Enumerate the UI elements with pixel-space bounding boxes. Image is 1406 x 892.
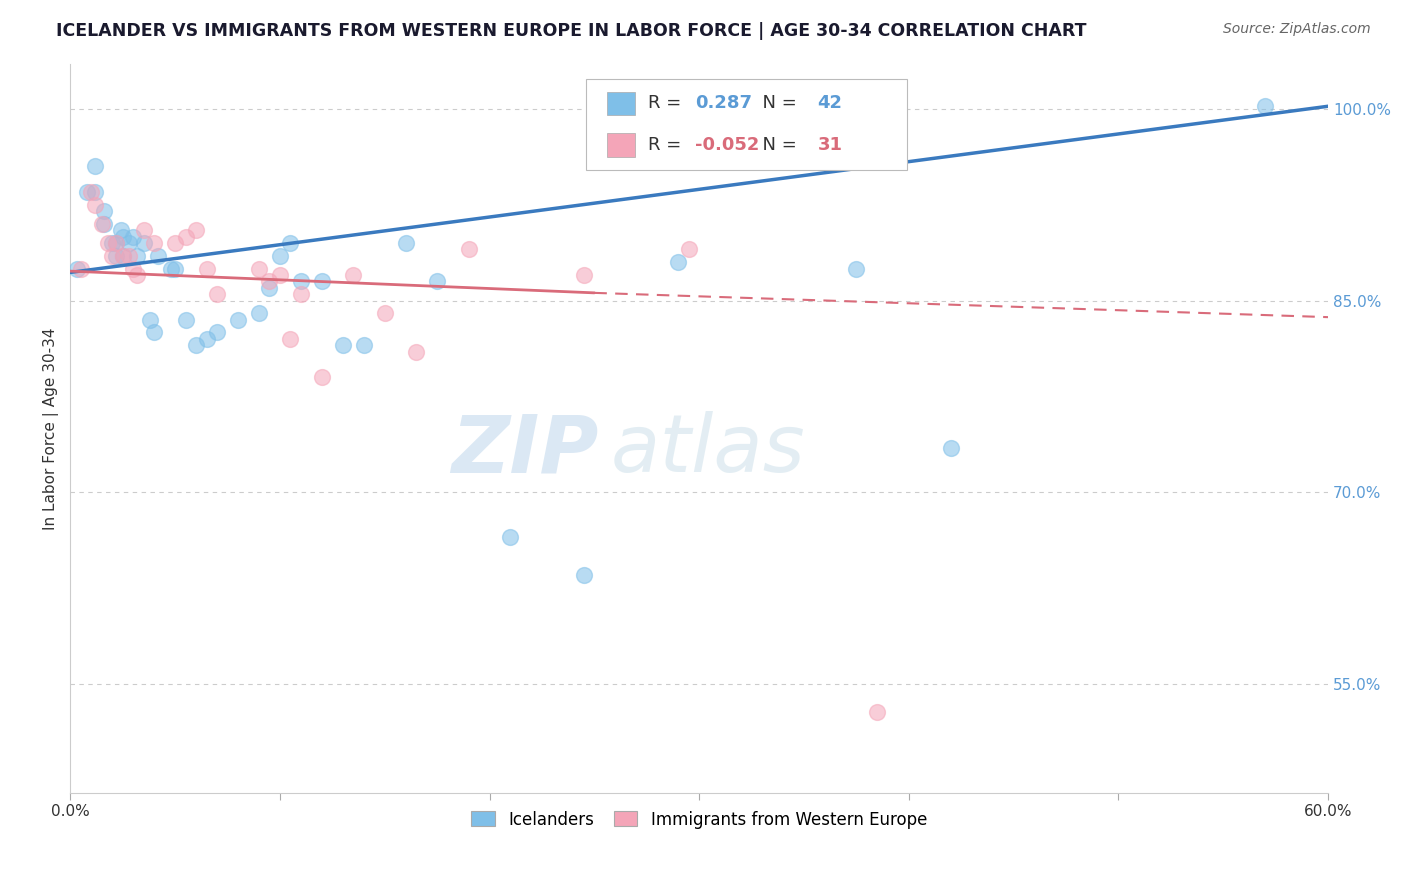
Point (426, 274, 449, 288)
FancyBboxPatch shape (607, 92, 636, 115)
Point (678, 243, 700, 257)
Point (174, 229, 197, 244)
Point (174, 312, 197, 326)
Point (69, 261, 91, 276)
Point (93, 204, 115, 219)
Point (84, 197, 107, 211)
Point (105, 235, 128, 250)
Point (666, 255, 689, 269)
Point (311, 274, 333, 288)
Point (845, 261, 868, 276)
Point (247, 261, 270, 276)
Point (143, 235, 166, 250)
Point (572, 268, 595, 282)
Point (90, 217, 112, 231)
Point (110, 223, 132, 237)
Point (139, 312, 162, 326)
Point (195, 261, 218, 276)
Point (111, 249, 134, 263)
Text: ICELANDER VS IMMIGRANTS FROM WESTERN EUROPE IN LABOR FORCE | AGE 30-34 CORRELATI: ICELANDER VS IMMIGRANTS FROM WESTERN EUR… (56, 22, 1087, 40)
Point (101, 249, 124, 263)
Point (405, 344, 427, 359)
Point (111, 249, 134, 263)
Point (148, 249, 170, 263)
Point (247, 306, 270, 320)
Point (97, 235, 120, 250)
Text: 42: 42 (817, 95, 842, 112)
Point (118, 249, 141, 263)
Point (76, 185, 98, 199)
Point (84, 185, 107, 199)
Point (269, 249, 291, 263)
Point (939, 441, 962, 455)
Point (132, 235, 155, 250)
Text: R =: R = (648, 136, 681, 154)
Point (280, 332, 302, 346)
Legend: Icelanders, Immigrants from Western Europe: Icelanders, Immigrants from Western Euro… (465, 804, 934, 835)
Text: N =: N = (751, 95, 797, 112)
Text: Source: ZipAtlas.com: Source: ZipAtlas.com (1223, 22, 1371, 37)
Point (374, 306, 396, 320)
Point (143, 326, 166, 340)
Point (332, 338, 354, 352)
FancyBboxPatch shape (607, 134, 636, 157)
Point (1254, 99, 1277, 113)
Point (184, 338, 207, 352)
Point (280, 235, 302, 250)
Point (111, 229, 134, 244)
Point (127, 249, 149, 263)
Point (395, 235, 418, 250)
Text: N =: N = (751, 136, 797, 154)
Point (160, 261, 183, 276)
Point (866, 705, 889, 719)
Text: atlas: atlas (612, 411, 806, 489)
Point (132, 223, 155, 237)
Text: ZIP: ZIP (451, 411, 599, 489)
Point (353, 338, 375, 352)
Point (105, 235, 128, 250)
Point (184, 223, 207, 237)
Point (311, 370, 333, 384)
Point (342, 268, 364, 282)
Point (65, 261, 87, 276)
Text: R =: R = (648, 95, 686, 112)
Point (195, 332, 218, 346)
Point (205, 326, 228, 340)
Point (290, 274, 312, 288)
Point (127, 268, 149, 282)
Y-axis label: In Labor Force | Age 30-34: In Labor Force | Age 30-34 (44, 327, 59, 530)
Text: -0.052: -0.052 (696, 136, 759, 154)
Point (457, 243, 479, 257)
Point (259, 281, 281, 295)
Point (118, 235, 141, 250)
Point (122, 229, 145, 244)
FancyBboxPatch shape (586, 78, 907, 169)
Point (93, 217, 115, 231)
Point (290, 287, 312, 301)
Point (105, 249, 128, 263)
Text: 31: 31 (817, 136, 842, 154)
Point (80, 185, 103, 199)
Point (226, 312, 249, 326)
Point (84, 159, 107, 173)
Text: 0.287: 0.287 (696, 95, 752, 112)
Point (122, 261, 145, 276)
Point (165, 261, 187, 276)
Point (572, 568, 595, 582)
Point (499, 530, 522, 544)
Point (269, 268, 291, 282)
Point (205, 287, 228, 301)
Point (165, 235, 187, 250)
Point (101, 235, 124, 250)
Point (259, 274, 281, 288)
